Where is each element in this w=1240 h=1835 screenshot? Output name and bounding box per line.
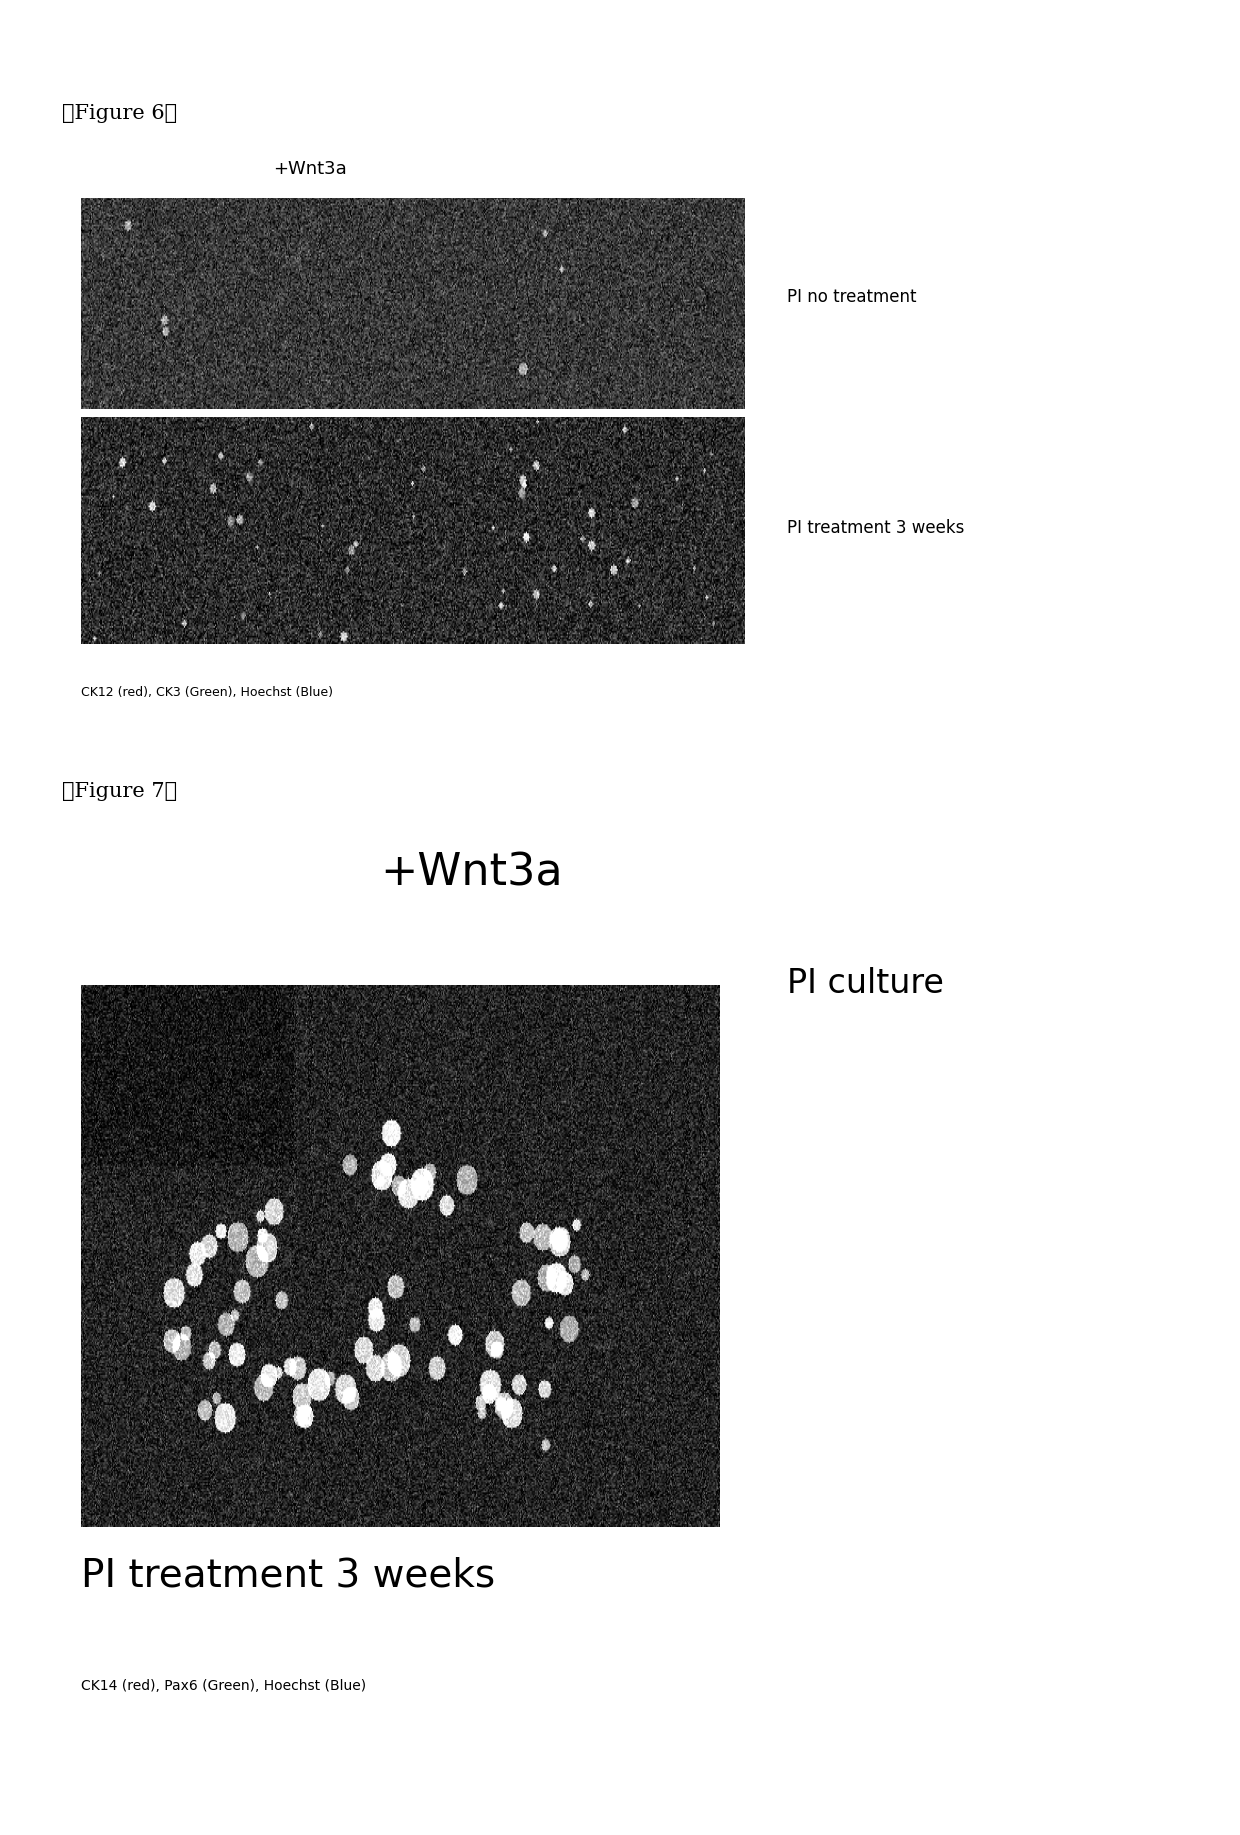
Text: PI no treatment: PI no treatment (787, 288, 916, 306)
Text: PI treatment 3 weeks: PI treatment 3 weeks (787, 519, 965, 538)
Text: PI treatment 3 weeks: PI treatment 3 weeks (81, 1556, 495, 1595)
Text: CK14 (red), Pax6 (Green), Hoechst (Blue): CK14 (red), Pax6 (Green), Hoechst (Blue) (81, 1679, 366, 1694)
Text: 《Figure 7》: 《Figure 7》 (62, 782, 177, 800)
Text: +Wnt3a: +Wnt3a (273, 160, 346, 178)
Text: 《Figure 6》: 《Figure 6》 (62, 103, 177, 123)
Text: CK12 (red), CK3 (Green), Hoechst (Blue): CK12 (red), CK3 (Green), Hoechst (Blue) (81, 686, 332, 699)
Text: PI culture: PI culture (787, 967, 945, 1000)
Text: +Wnt3a: +Wnt3a (379, 851, 563, 894)
